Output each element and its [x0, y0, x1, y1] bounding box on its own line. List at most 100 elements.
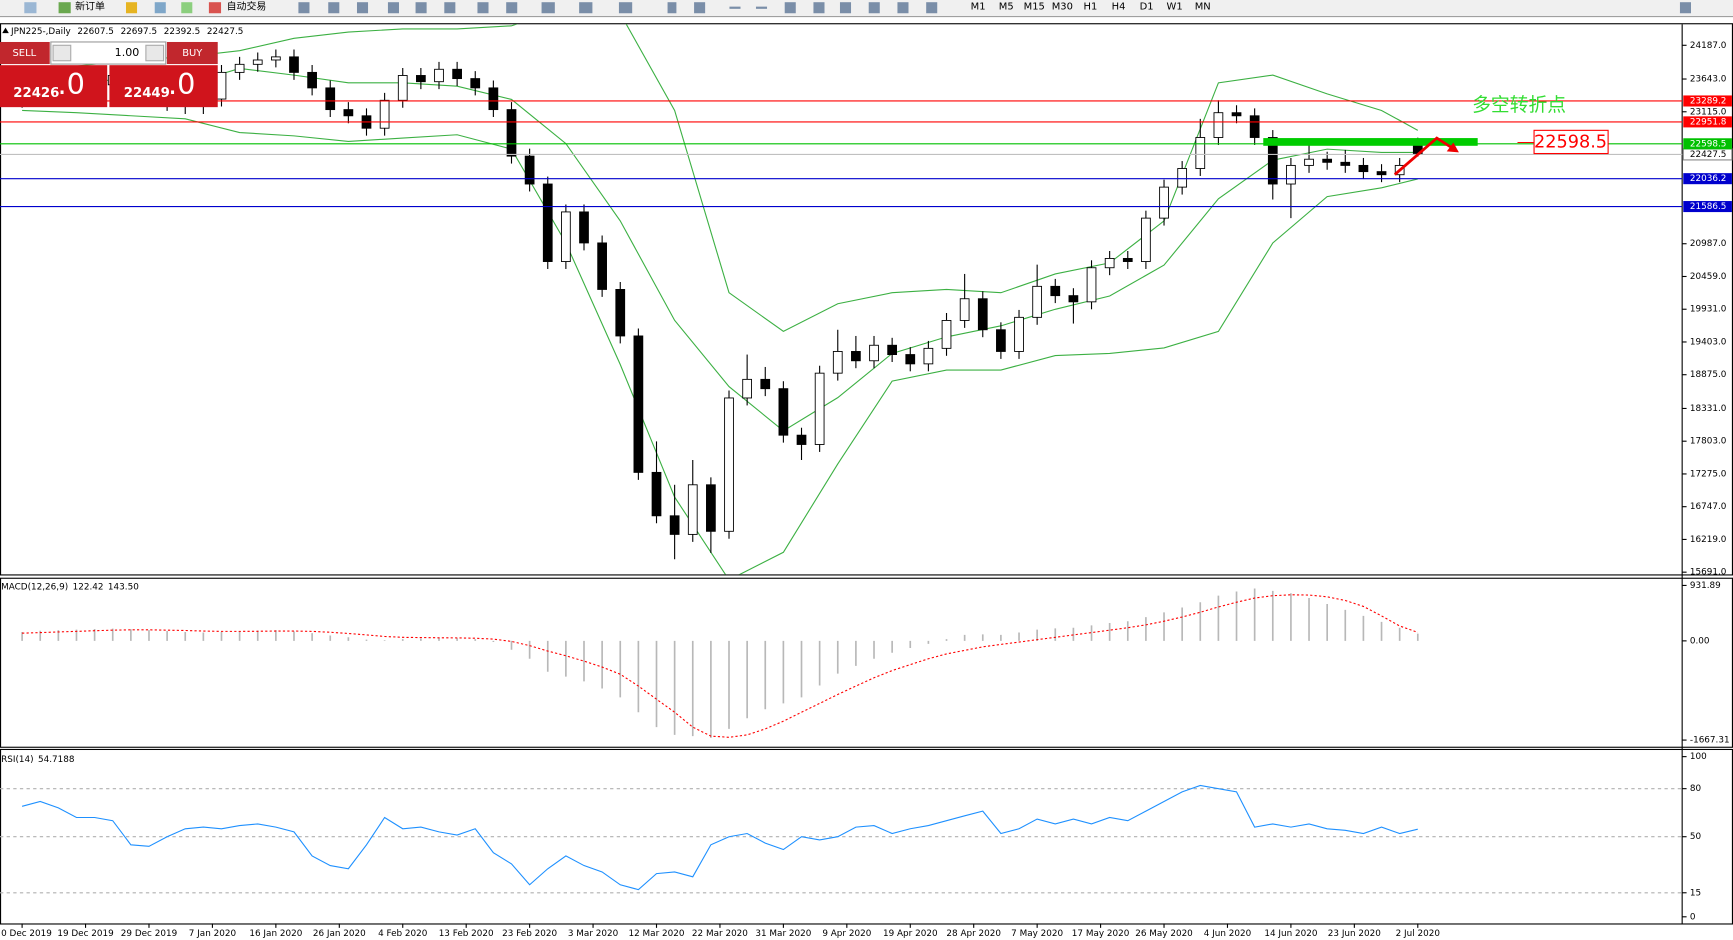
icon[interactable]	[897, 2, 909, 14]
candle-body	[724, 397, 734, 532]
buy-label[interactable]: BUY	[182, 48, 203, 59]
timeframe-button[interactable]: H1	[1084, 2, 1098, 13]
candle-body	[1286, 164, 1296, 185]
icon[interactable]	[506, 2, 518, 14]
candle-body	[633, 335, 644, 473]
x-tick-label: 14 Jun 2020	[1264, 929, 1318, 939]
timeframe-button[interactable]: W1	[1167, 2, 1183, 13]
icon[interactable]	[839, 2, 852, 14]
x-tick-label: 28 Apr 2020	[946, 929, 1001, 939]
icon[interactable]	[356, 2, 369, 14]
buy-button[interactable]	[166, 41, 218, 65]
timeframe-button[interactable]: M5	[999, 2, 1014, 13]
toolbar: 新订单 自动交易	[0, 0, 1733, 18]
annotation-box	[1533, 129, 1609, 155]
candle-body	[796, 434, 807, 445]
icon[interactable]	[926, 2, 938, 14]
ohlc-value: 22392.5	[164, 26, 201, 36]
icon[interactable]	[125, 2, 138, 14]
candle-body	[959, 298, 970, 321]
candle-body	[1086, 267, 1097, 303]
macd-plot	[21, 588, 1419, 738]
rsi-plot	[21, 784, 1418, 891]
icon[interactable]	[579, 2, 593, 14]
icon[interactable]	[541, 2, 555, 14]
candle-body	[470, 78, 481, 89]
icon[interactable]	[24, 2, 37, 14]
candle-body	[1141, 217, 1151, 262]
timeframe-button[interactable]: MN	[1195, 2, 1211, 13]
sell-label[interactable]: SELL	[12, 48, 36, 59]
x-tick-label: 16 Jan 2020	[249, 929, 302, 939]
candle-body	[1104, 257, 1115, 269]
candle-body	[452, 68, 462, 80]
indicator-value: 122.42	[73, 582, 104, 592]
lot-up[interactable]	[145, 44, 165, 62]
candle-body	[1376, 171, 1387, 176]
y-tick-label: 16747.0	[1690, 502, 1727, 512]
candle-body	[1322, 158, 1333, 163]
icon[interactable]	[181, 2, 193, 14]
timeframe-button[interactable]: H4	[1112, 2, 1126, 13]
icon-auto-trading[interactable]	[208, 2, 222, 14]
sell-button[interactable]	[0, 41, 50, 65]
x-tick-label: 22 Mar 2020	[692, 929, 748, 939]
timeframe-button[interactable]: D1	[1140, 2, 1154, 13]
lot-value[interactable]: 1.00	[115, 46, 140, 59]
new-order-button[interactable]: 新订单	[75, 0, 105, 13]
candle-body	[1159, 186, 1169, 219]
y-tick-label: 80	[1690, 784, 1702, 794]
lot-down[interactable]	[52, 44, 72, 62]
auto-trading-button[interactable]: 自动交易	[227, 0, 267, 13]
candle-body	[1213, 112, 1224, 138]
timeframe-button[interactable]: M30	[1052, 2, 1073, 13]
y-tick-label: 100	[1690, 752, 1707, 762]
candle-body	[706, 484, 716, 532]
icon[interactable]	[729, 6, 741, 9]
candle-body	[887, 344, 898, 356]
level-price-box	[1683, 95, 1732, 107]
timeframe-button[interactable]: M15	[1024, 2, 1045, 13]
candle-body	[851, 351, 861, 362]
collapse-icon[interactable]	[2, 27, 9, 34]
icon[interactable]	[444, 2, 456, 14]
icon[interactable]	[154, 2, 166, 14]
level-price-label: 22036.2	[1690, 174, 1727, 184]
icon[interactable]	[1679, 2, 1692, 14]
macd-signal	[22, 594, 1418, 738]
icon[interactable]	[618, 2, 633, 14]
ask-price: 22449	[124, 86, 170, 101]
icon[interactable]	[387, 2, 399, 14]
icon[interactable]	[868, 2, 880, 14]
icon[interactable]	[328, 2, 340, 14]
x-tick-label: 31 Mar 2020	[755, 929, 811, 939]
lot-input[interactable]	[50, 41, 167, 65]
y-tick-label: 20459.0	[1690, 272, 1727, 282]
y-tick-label: 15	[1690, 888, 1701, 898]
icon[interactable]	[813, 2, 825, 14]
bid-box[interactable]	[0, 65, 108, 108]
icon[interactable]	[298, 2, 310, 14]
icon[interactable]	[667, 2, 677, 14]
y-tick-label: 16219.0	[1690, 535, 1727, 545]
candle-body	[1195, 137, 1206, 169]
icon[interactable]	[694, 2, 706, 14]
candle-body	[379, 99, 390, 129]
icon[interactable]	[755, 6, 768, 9]
x-tick-label: 7 Jan 2020	[189, 929, 237, 939]
icon[interactable]	[784, 2, 796, 14]
candle-body	[1122, 257, 1133, 262]
macd-title: MACD(12,26,9) 122.42 143.50	[1, 582, 139, 592]
candle-body	[905, 354, 916, 365]
icon-new-order[interactable]	[58, 2, 71, 14]
candle-body	[923, 347, 934, 365]
x-tick-label: 3 Mar 2020	[568, 929, 619, 939]
x-tick-label: 19 Apr 2020	[883, 929, 938, 939]
ask-box[interactable]	[109, 65, 218, 108]
macd-panel-frame	[0, 577, 1733, 748]
y-tick-label: 17803.0	[1690, 437, 1727, 447]
candle-body	[977, 298, 988, 331]
icon[interactable]	[477, 2, 489, 14]
icon[interactable]	[415, 2, 427, 14]
timeframe-button[interactable]: M1	[971, 2, 986, 13]
